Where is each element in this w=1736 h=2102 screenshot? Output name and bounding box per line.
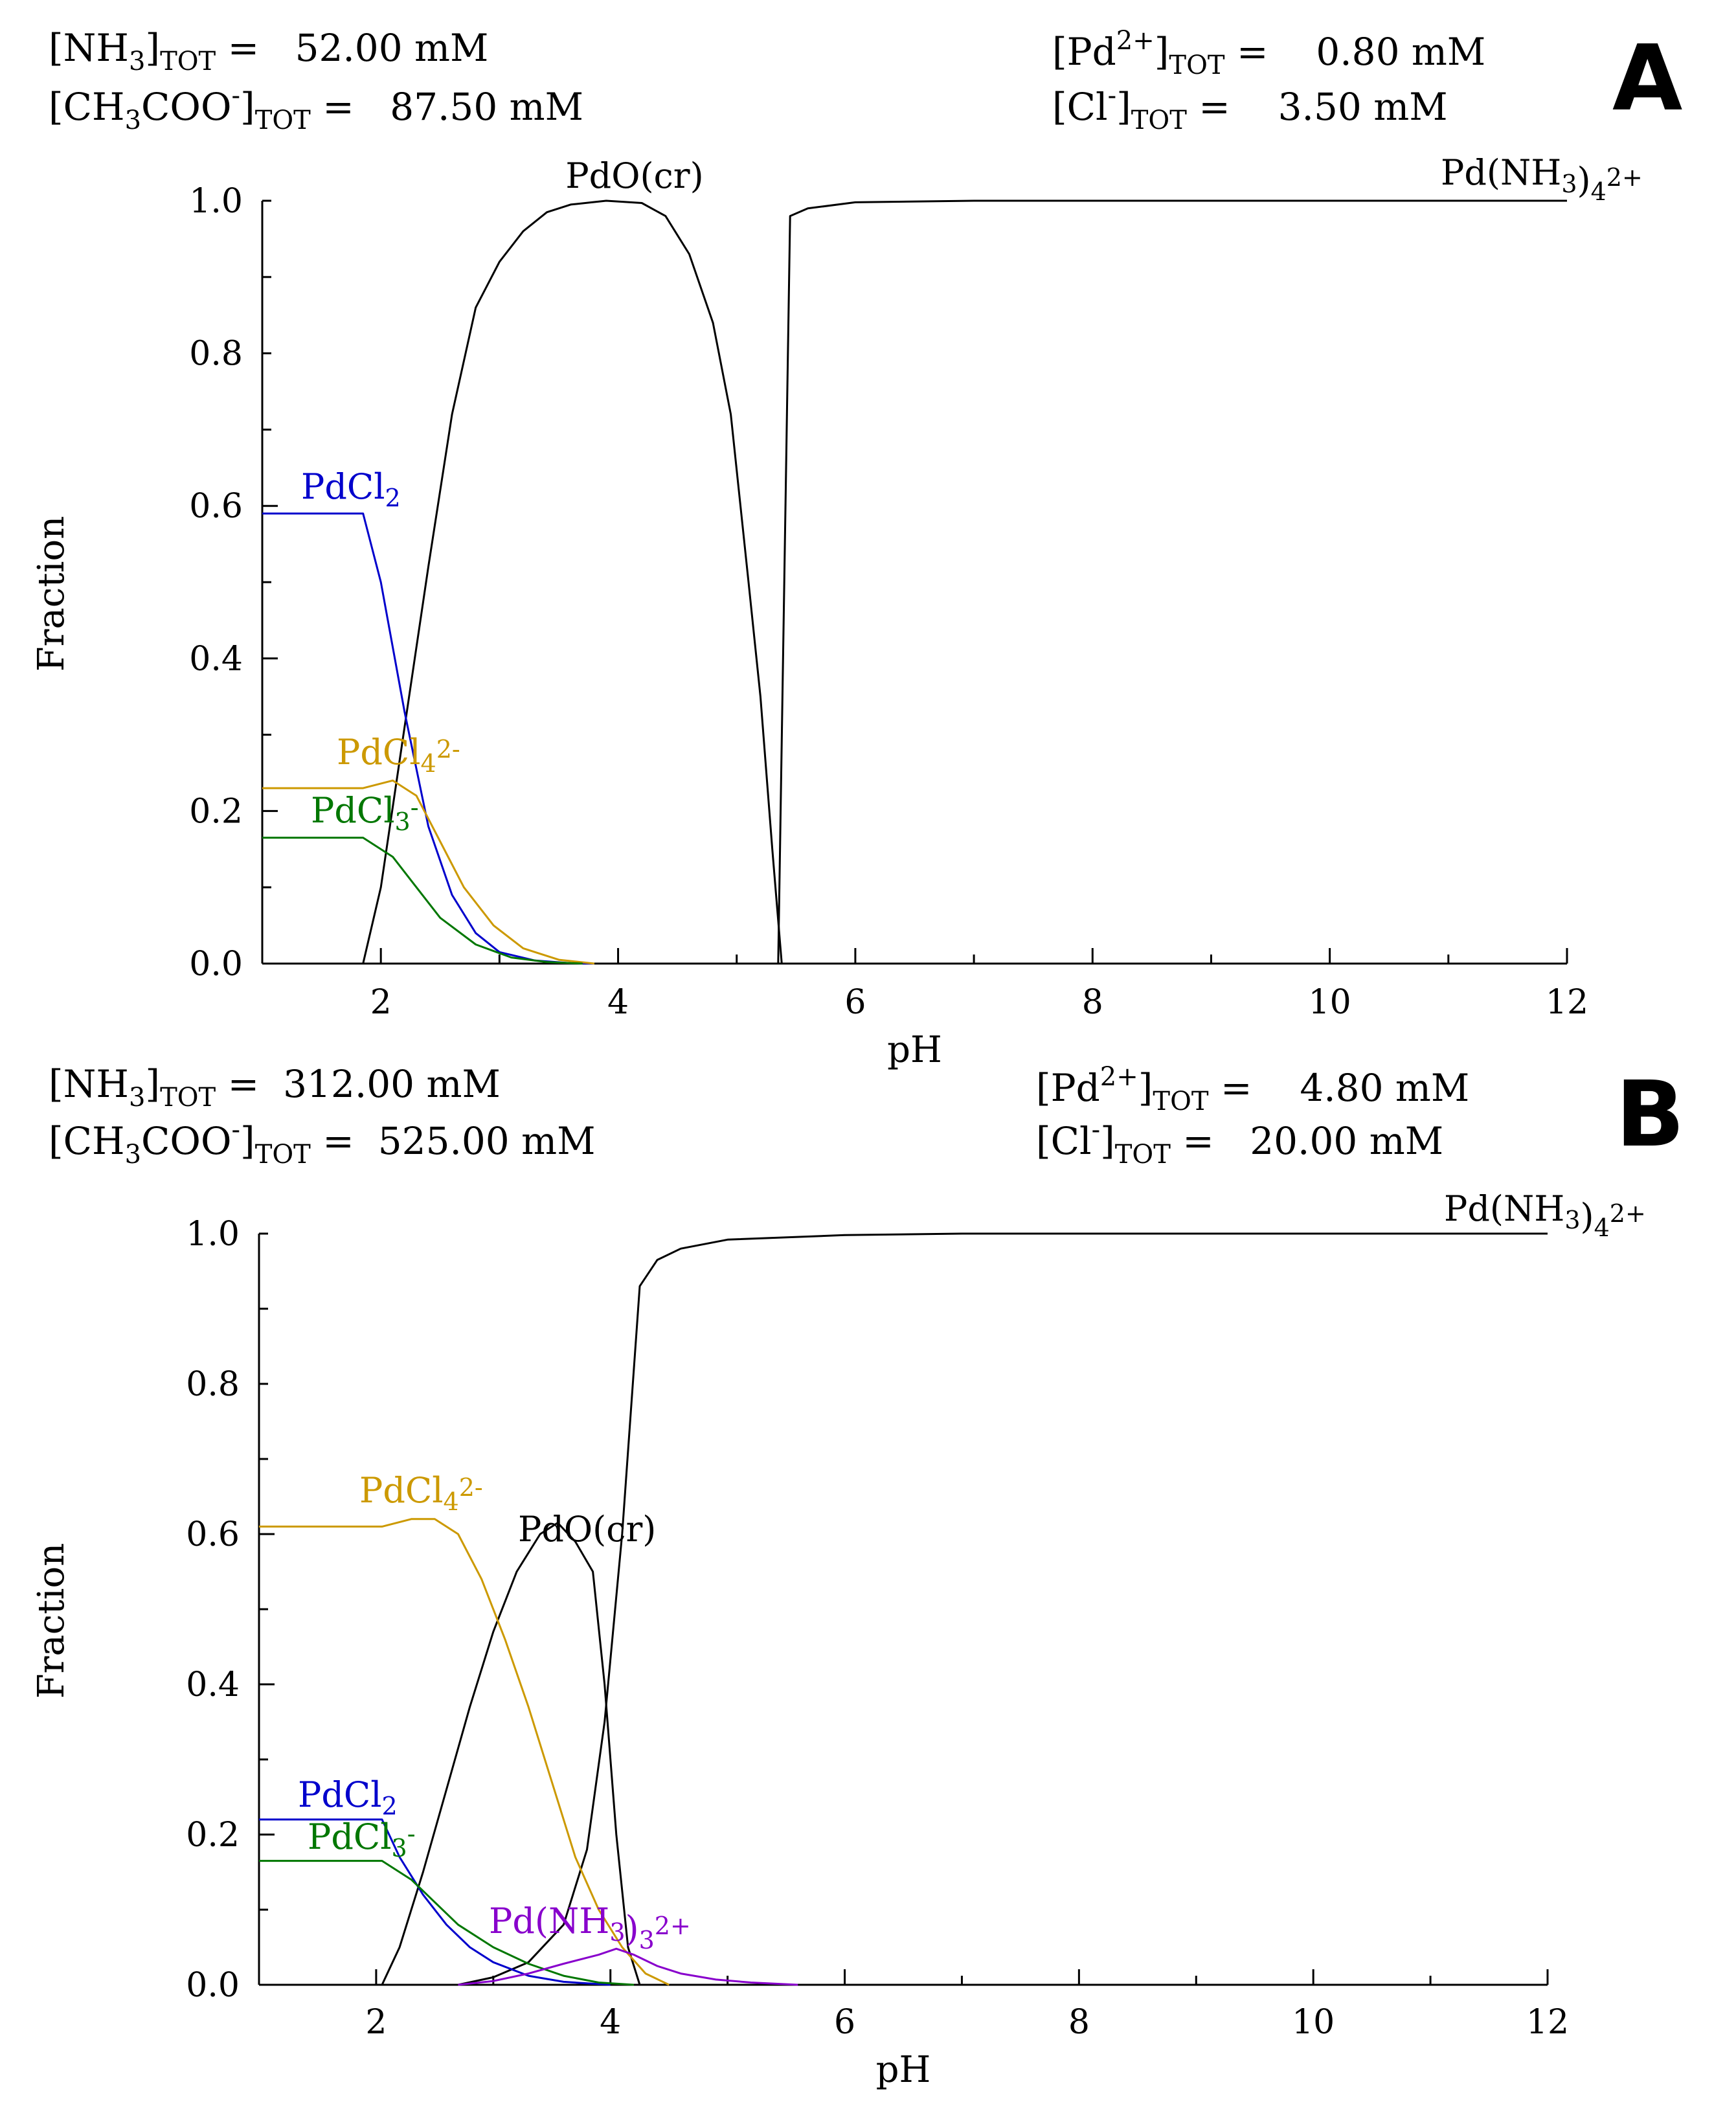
panel-b-nh3-value: 312.00 mM bbox=[283, 1062, 501, 1106]
panel-b-cl-value: 20.00 mM bbox=[1250, 1119, 1444, 1163]
panel-a-pd-param: [Pd2+]TOT = 0.80 mM bbox=[1052, 26, 1486, 80]
x-tick-label: 12 bbox=[1546, 983, 1588, 1022]
y-tick-label: 0.6 bbox=[189, 487, 243, 526]
x-tick-label: 4 bbox=[600, 2003, 621, 2042]
y-tick-label: 1.0 bbox=[186, 1215, 240, 1254]
series-label-pdo-cr-: PdO(cr) bbox=[565, 155, 703, 196]
y-tick-label: 1.0 bbox=[189, 182, 243, 221]
series-label-pd-nh3-4-2-: Pd(NH3)42+ bbox=[1441, 152, 1643, 206]
series-line-pd-nh3-4-2- bbox=[458, 1232, 1548, 1986]
series-line-pdcl3- bbox=[262, 837, 583, 965]
y-tick-label: 0.0 bbox=[186, 1966, 240, 2005]
chart-panel-b: 0.0 0.2 0.4 0.6 0.8 1.0 2 4 6 8 10 12 pH Fraction Pd(N… bbox=[30, 1188, 1646, 2091]
y-tick-label: 0.2 bbox=[186, 1816, 240, 1855]
y-tick-label: 0.8 bbox=[186, 1365, 240, 1404]
panel-a-pd-value: 0.80 mM bbox=[1316, 30, 1486, 74]
panel-a-cl-param: [Cl-]TOT = 3.50 mM bbox=[1052, 81, 1448, 135]
series-line-pdcl3- bbox=[259, 1860, 634, 1986]
x-tick-label: 6 bbox=[834, 2003, 855, 2042]
panel-b-cl-param: [Cl-]TOT = 20.00 mM bbox=[1036, 1115, 1444, 1170]
x-axis-title: pH bbox=[887, 1029, 942, 1071]
series-label-pdcl2: PdCl2 bbox=[301, 466, 401, 512]
panel-a-letter: A bbox=[1612, 26, 1683, 131]
y-tick-label: 0.0 bbox=[189, 945, 243, 984]
panel-b-letter: B bbox=[1616, 1062, 1685, 1168]
series-label-pdcl4-2-: PdCl42- bbox=[359, 1470, 483, 1516]
y-tick-label: 0.2 bbox=[189, 792, 243, 831]
series-label-pd-nh3-4-2-: Pd(NH3)42+ bbox=[1444, 1188, 1646, 1242]
x-tick-label: 2 bbox=[370, 983, 392, 1022]
series-line-pdo-cr- bbox=[362, 199, 783, 964]
x-tick-label: 6 bbox=[844, 983, 866, 1022]
series-line-pdcl2 bbox=[262, 512, 594, 965]
series-line-pd-nh3-4-2- bbox=[713, 199, 1567, 965]
series-label-pdcl4-2-: PdCl42- bbox=[337, 732, 460, 778]
panel-b-ch3coo-value: 525.00 mM bbox=[378, 1119, 596, 1163]
x-tick-label: 10 bbox=[1309, 983, 1351, 1022]
x-tick-label: 4 bbox=[607, 983, 629, 1022]
x-tick-label: 8 bbox=[1068, 2003, 1090, 2042]
series-line-pdo-cr- bbox=[381, 1522, 641, 1985]
y-tick-label: 0.4 bbox=[186, 1666, 240, 1704]
panel-a-nh3-param: [NH3]TOT = 52.00 mM bbox=[49, 26, 489, 76]
y-tick-label: 0.4 bbox=[189, 640, 243, 679]
panel-b-ch3coo-param: [CH3COO-]TOT = 525.00 mM bbox=[49, 1115, 596, 1170]
series-label-pdcl2: PdCl2 bbox=[298, 1774, 398, 1820]
x-tick-label: 2 bbox=[365, 2003, 387, 2042]
x-tick-label: 8 bbox=[1082, 983, 1103, 1022]
series-label-pd-nh3-3-2-: Pd(NH3)32+ bbox=[489, 1901, 691, 1954]
x-tick-label: 10 bbox=[1292, 2003, 1335, 2042]
y-axis-title: Fraction bbox=[30, 516, 73, 672]
panel-a-ch3coo-param: [CH3COO-]TOT = 87.50 mM bbox=[49, 81, 584, 135]
panel-a-ch3coo-value: 87.50 mM bbox=[390, 85, 584, 129]
panel-b-pd-value: 4.80 mM bbox=[1300, 1066, 1470, 1110]
x-tick-label: 12 bbox=[1526, 2003, 1569, 2042]
series-line-pdcl2 bbox=[259, 1818, 611, 1986]
y-axis-title: Fraction bbox=[30, 1543, 73, 1699]
chart-panel-a: 0.0 0.2 0.4 0.6 0.8 1.0 2 4 6 8 10 12 pH Fraction PdO(… bbox=[30, 152, 1643, 1071]
panel-b-pd-param: [Pd2+]TOT = 4.80 mM bbox=[1036, 1062, 1470, 1116]
y-tick-label: 0.6 bbox=[186, 1515, 240, 1554]
series-label-pdcl3-: PdCl3- bbox=[308, 1816, 416, 1862]
series-line-pd-nh3-3-2- bbox=[458, 1947, 798, 1986]
panel-b-nh3-param: [NH3]TOT = 312.00 mM bbox=[49, 1062, 501, 1113]
series-line-pdcl4-2- bbox=[259, 1518, 670, 1986]
series-label-pdo-cr-: PdO(cr) bbox=[518, 1509, 656, 1550]
series-label-pdcl3-: PdCl3- bbox=[311, 790, 419, 836]
y-tick-label: 0.8 bbox=[189, 335, 243, 374]
series-line-pdcl4-2- bbox=[262, 779, 595, 965]
x-axis-title: pH bbox=[876, 2049, 931, 2091]
panel-a-cl-value: 3.50 mM bbox=[1278, 85, 1448, 129]
panel-a-nh3-value: 52.00 mM bbox=[295, 26, 489, 70]
